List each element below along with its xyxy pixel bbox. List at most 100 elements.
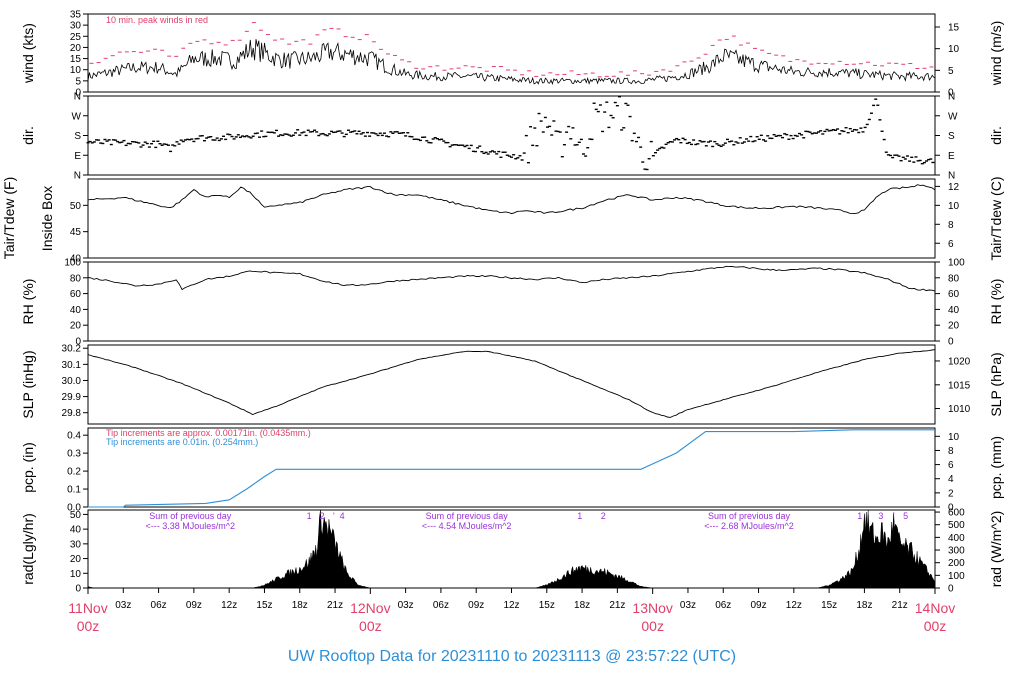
right-tick-label-rh: 80 xyxy=(948,273,960,284)
right-tick-label-pcp: 10 xyxy=(948,432,960,443)
right-tick-label-wind: 5 xyxy=(948,66,954,77)
left-tick-label-rh: 20 xyxy=(70,321,82,332)
rad-marker: 3 xyxy=(878,511,883,521)
rh-line xyxy=(87,265,936,292)
right-tick-label-rh: 40 xyxy=(948,305,960,316)
right-tick-label-slp: 1010 xyxy=(948,404,971,415)
left-tick-label-slp: 29.8 xyxy=(62,408,82,419)
right-tick-label-pcp: 2 xyxy=(948,488,954,499)
x-tick-label: 09z xyxy=(468,600,484,611)
x-tick-label: 15z xyxy=(256,600,272,611)
panel-frame-slp xyxy=(87,344,936,425)
ylabel-left-pcp: pcp. (in) xyxy=(20,442,36,493)
right-tick-label-temp: 8 xyxy=(948,220,954,231)
left-tick-label-rh: 40 xyxy=(70,305,82,316)
ylabel-left-dir: dir. xyxy=(20,126,36,145)
right-tick-label-pcp: 4 xyxy=(948,474,954,485)
left-tick-label-dir: N xyxy=(74,171,81,182)
rad-marker: 2 xyxy=(601,511,606,521)
right-tick-label-rad: 300 xyxy=(948,546,965,557)
panel-frame-wind xyxy=(87,13,936,93)
x-tick-label: 12z xyxy=(786,600,802,611)
x-tick-label: 06z xyxy=(433,600,449,611)
right-tick-label-slp: 1015 xyxy=(948,380,971,391)
panel-frame-temp xyxy=(87,178,936,259)
ylabel-right-dir: dir. xyxy=(988,126,1004,145)
left-tick-label-rad: 20 xyxy=(70,554,82,565)
chart-footer-title: UW Rooftop Data for 20231110 to 20231113… xyxy=(287,648,737,665)
rad-sum-value: <--- 4.54 MJoules/m^2 xyxy=(422,521,512,531)
right-tick-label-rh: 0 xyxy=(948,337,954,348)
right-tick-label-temp: 10 xyxy=(948,201,960,212)
left-tick-label-dir: E xyxy=(74,151,81,162)
left-tick-label-temp: 50 xyxy=(70,201,82,212)
right-tick-label-rad: 100 xyxy=(948,571,965,582)
rad-marker: 2 xyxy=(320,511,325,521)
left-tick-label-rad: 0 xyxy=(75,584,81,595)
panel-frame-rh xyxy=(87,261,936,342)
ylabel-left-slp: SLP (inHg) xyxy=(20,350,36,418)
right-tick-label-dir: S xyxy=(948,131,955,142)
rad-sum-value: <--- 3.38 MJoules/m^2 xyxy=(145,521,235,531)
rad-sum-title: Sum of previous day xyxy=(708,511,791,521)
x-tick-label: 03z xyxy=(680,600,696,611)
x-tick-label: 03z xyxy=(115,600,131,611)
right-tick-label-rad: 600 xyxy=(948,508,965,519)
right-tick-label-wind: 15 xyxy=(948,23,960,34)
ylabel-right-rh: RH (%) xyxy=(988,279,1004,325)
ylabel-left-wind: wind (kts) xyxy=(20,23,36,84)
x-tick-label: 12z xyxy=(221,600,237,611)
left-tick-label-pcp: 0.1 xyxy=(67,485,81,496)
right-tick-label-slp: 1020 xyxy=(948,356,971,367)
pcp-annotation-tip: Tip increments are 0.01in. (0.254mm.) xyxy=(106,437,258,447)
right-tick-label-rh: 60 xyxy=(948,289,960,300)
right-tick-label-rh: 20 xyxy=(948,321,960,332)
left-tick-label-pcp: 0.0 xyxy=(67,503,81,514)
x-tick-label: 12z xyxy=(503,600,519,611)
left-tick-label-dir: N xyxy=(74,92,81,103)
right-tick-label-temp: 6 xyxy=(948,239,954,250)
x-tick-label: 21z xyxy=(892,600,908,611)
rad-sum-title: Sum of previous day xyxy=(149,511,232,521)
rad-marker: ' xyxy=(867,511,869,521)
panel-frame-pcp xyxy=(87,427,936,508)
x-day-time: 00z xyxy=(924,618,947,634)
right-tick-label-temp: 12 xyxy=(948,182,960,193)
right-tick-label-rad: 500 xyxy=(948,520,965,531)
x-tick-label: 15z xyxy=(821,600,837,611)
right-tick-label-pcp: 6 xyxy=(948,460,954,471)
rad-marker: 1 xyxy=(577,511,582,521)
right-tick-label-rad: 200 xyxy=(948,558,965,569)
left-tick-label-rad: 40 xyxy=(70,525,82,536)
ylabel-right-rad: rad (W/m^2) xyxy=(988,511,1004,588)
x-tick-label: 15z xyxy=(539,600,555,611)
right-tick-label-wind: 10 xyxy=(948,44,960,55)
right-tick-label-dir: W xyxy=(948,111,958,122)
x-day-date: 14Nov xyxy=(915,600,955,616)
left-tick-label-wind: 35 xyxy=(70,10,82,21)
right-tick-label-wind: 0 xyxy=(948,88,954,99)
rad-marker: ' xyxy=(893,511,895,521)
wind-annotation: 10 min. peak winds in red xyxy=(106,15,208,25)
x-day-time: 00z xyxy=(641,618,664,634)
x-tick-label: 18z xyxy=(292,600,308,611)
ylabel-right-pcp: pcp. (mm) xyxy=(988,436,1004,499)
rad-marker: 1 xyxy=(307,511,312,521)
left-tick-label-temp: 40 xyxy=(70,254,82,265)
right-tick-label-rad: 400 xyxy=(948,533,965,544)
x-day-date: 11Nov xyxy=(68,600,107,616)
rad-sum-value: <--- 2.68 MJoules/m^2 xyxy=(704,521,794,531)
pcp-line xyxy=(88,429,935,508)
right-tick-label-rad: 0 xyxy=(948,584,954,595)
left-tick-label-rh: 0 xyxy=(75,337,81,348)
right-tick-label-rh: 100 xyxy=(948,258,965,269)
left-tick-label-wind: 25 xyxy=(70,32,82,43)
ylabel-right-wind: wind (m/s) xyxy=(988,21,1004,87)
ylabel-left-rad: rad(Lgly/hr) xyxy=(20,513,36,585)
x-tick-label: 18z xyxy=(856,600,872,611)
left-tick-label-dir: W xyxy=(72,111,82,122)
right-tick-label-dir: E xyxy=(948,151,955,162)
right-tick-label-pcp: 0 xyxy=(948,503,954,514)
left-tick-label-wind: 10 xyxy=(70,65,82,76)
